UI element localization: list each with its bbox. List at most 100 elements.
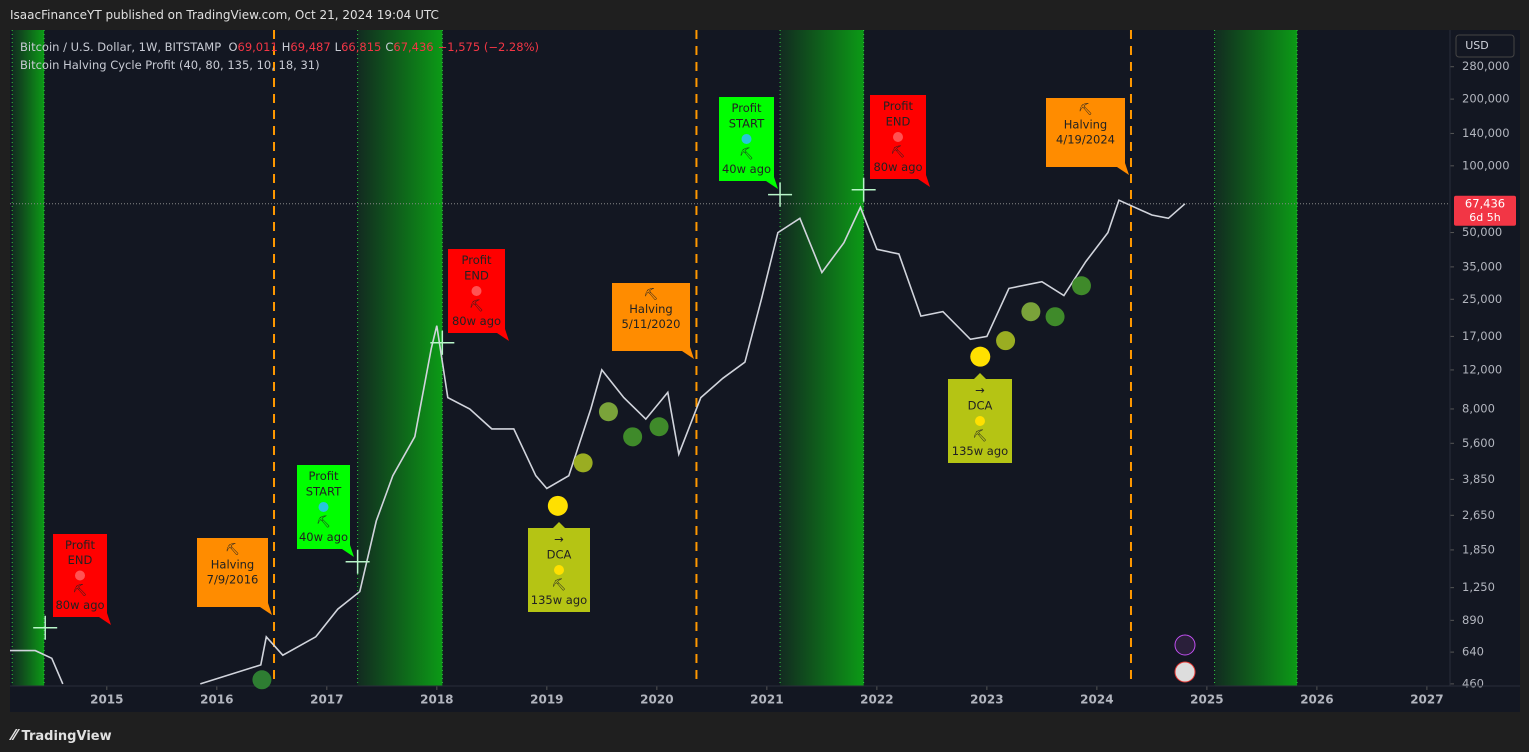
label-text: ⛏: [316, 515, 331, 529]
label-text: Halving: [1064, 117, 1107, 131]
dca-dot: [970, 346, 991, 367]
ohlc-part: −1,575 (−2.28%): [437, 40, 539, 54]
countdown: 6d 5h: [1469, 211, 1500, 224]
label-text: Profit: [462, 253, 492, 267]
label-dot: [554, 565, 564, 575]
y-tick-label: 50,000: [1462, 225, 1502, 239]
ohlc-part: 67,436: [393, 40, 434, 54]
label-text: ⛏: [973, 429, 988, 443]
ohlc-part: 69,487: [290, 40, 331, 54]
dca-dot: [996, 331, 1016, 351]
ohlc-part: 66,815: [341, 40, 382, 54]
label-pointer: [974, 373, 986, 379]
x-tick-label: 2019: [530, 693, 563, 707]
label-text: ⛏: [1078, 102, 1093, 116]
label-text: 80w ago: [452, 314, 501, 328]
indicator: Bitcoin Halving Cycle Profit (40, 80, 13…: [20, 58, 320, 72]
label-text: Profit: [65, 538, 95, 552]
brand: ⁄⁄ TradingView: [12, 726, 112, 744]
y-tick-label: 640: [1462, 645, 1484, 659]
price-axis-bg: [1450, 30, 1520, 686]
y-tick-label: 17,000: [1462, 329, 1502, 343]
ohlc-part: H: [281, 40, 291, 54]
label-text: ⛏: [644, 287, 659, 301]
label-text: Profit: [732, 101, 762, 115]
y-tick-label: 1,250: [1462, 580, 1495, 594]
x-tick-label: 2015: [90, 693, 123, 707]
dca-dot: [1021, 302, 1041, 322]
label-pointer: [497, 329, 509, 341]
label-text: ⛏: [73, 583, 88, 597]
signal-label: [197, 538, 268, 607]
label-dot: [471, 286, 482, 296]
dca-dot: [547, 495, 568, 516]
profit-zone: [357, 30, 443, 686]
label-dot: [975, 416, 985, 426]
signal-label: [1046, 98, 1125, 167]
label-text: 5/11/2020: [622, 317, 681, 331]
y-tick-label: 25,000: [1462, 292, 1502, 306]
x-tick-label: 2025: [1190, 693, 1223, 707]
alert-icon[interactable]: [1174, 634, 1196, 656]
x-tick-label: 2027: [1410, 693, 1443, 707]
label-text: →: [554, 532, 564, 546]
ohlc-part: 69,011: [237, 40, 278, 54]
label-pointer: [766, 177, 778, 189]
label-text: END: [886, 114, 911, 128]
label-text: 7/9/2016: [207, 573, 259, 587]
label-pointer: [553, 522, 565, 528]
label-text: 80w ago: [873, 160, 922, 174]
profit-zone: [12, 30, 45, 686]
currency: USD: [1465, 39, 1489, 52]
publish-info: IsaacFinanceYT published on TradingView.…: [10, 8, 439, 22]
label-text: Halving: [211, 557, 254, 571]
x-tick-label: 2024: [1080, 693, 1113, 707]
profit-zone: [1214, 30, 1298, 686]
signal-label: [612, 283, 690, 351]
label-dot: [318, 502, 329, 512]
ohlc-part: L: [334, 40, 342, 54]
y-tick-label: 8,000: [1462, 401, 1495, 415]
symbol: Bitcoin / U.S. Dollar, 1W, BITSTAMP: [20, 40, 222, 54]
last-price: 67,436: [1465, 196, 1505, 210]
label-text: START: [306, 484, 342, 498]
dca-dot: [623, 427, 643, 447]
profit-zone: [780, 30, 864, 686]
y-tick-label: 1,850: [1462, 542, 1495, 556]
label-text: END: [464, 268, 489, 282]
x-tick-label: 2017: [310, 693, 343, 707]
legend: Bitcoin / U.S. Dollar, 1W, BITSTAMP O69,…: [20, 38, 539, 74]
ohlc-part: O: [228, 40, 238, 54]
label-pointer: [1117, 163, 1129, 175]
ohlc-part: C: [385, 40, 394, 54]
label-text: 135w ago: [531, 593, 587, 607]
y-tick-label: 2,650: [1462, 508, 1495, 522]
label-text: ⛏: [225, 542, 240, 556]
last-price-badge: [1454, 195, 1516, 226]
y-tick-label: 5,600: [1462, 436, 1495, 450]
label-dot: [75, 570, 85, 581]
label-pointer: [342, 545, 354, 557]
x-tick-label: 2023: [970, 693, 1003, 707]
dca-dot: [1071, 276, 1091, 296]
cross: [851, 177, 876, 202]
label-text: END: [68, 553, 93, 567]
label-dot: [741, 134, 752, 144]
label-pointer: [918, 175, 930, 187]
cross: [33, 615, 58, 640]
x-tick-label: 2016: [200, 693, 233, 707]
y-tick-label: 890: [1462, 613, 1484, 627]
x-tick-label: 2026: [1300, 693, 1333, 707]
y-tick-label: 35,000: [1462, 259, 1502, 273]
currency-box[interactable]: [1455, 34, 1515, 58]
x-tick-label: 2022: [860, 693, 893, 707]
dca-dot: [1045, 307, 1065, 327]
label-text: 4/19/2024: [1056, 133, 1115, 147]
label-text: 40w ago: [299, 530, 348, 544]
flag-icon[interactable]: [1174, 661, 1196, 683]
label-pointer: [99, 613, 111, 625]
y-tick-label: 460: [1462, 676, 1484, 690]
y-tick-label: 280,000: [1462, 59, 1510, 73]
dca-dot: [252, 670, 272, 690]
